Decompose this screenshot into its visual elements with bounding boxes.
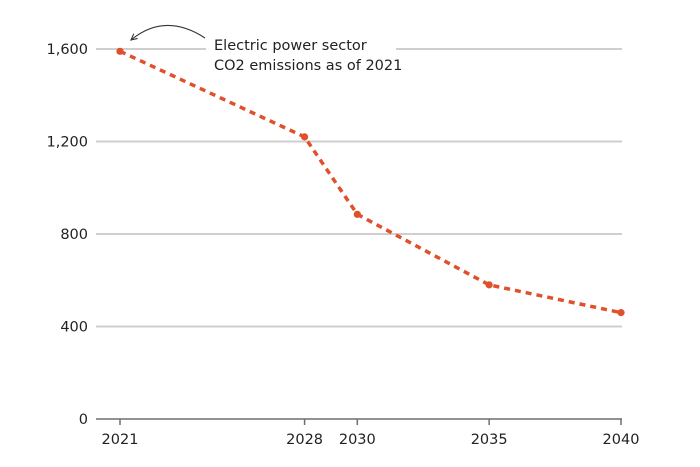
- series-emissions: [116, 47, 625, 317]
- data-point: [353, 210, 361, 218]
- annotation-arrow: [131, 24, 206, 40]
- x-tick-label: 2030: [339, 432, 376, 448]
- y-tick-label: 0: [79, 412, 88, 428]
- data-point: [300, 133, 309, 141]
- series-line: [119, 49, 622, 315]
- x-axis: [96, 418, 622, 425]
- annotation-line-1: Electric power sector: [214, 38, 367, 54]
- x-axis-labels: 2021 2028 2030 2035 2040: [102, 432, 640, 448]
- y-tick-label: 1,600: [46, 42, 88, 58]
- annotation: Electric power sector CO2 emissions as o…: [131, 24, 402, 76]
- x-tick-label: 2028: [286, 432, 323, 448]
- y-axis-labels: 0 400 800 1,200 1,600: [46, 42, 88, 428]
- data-point: [485, 281, 493, 289]
- data-point: [116, 47, 124, 55]
- y-tick-label: 400: [60, 320, 88, 336]
- y-tick-label: 1,200: [46, 135, 88, 151]
- x-tick-label: 2021: [102, 432, 139, 448]
- annotation-line-2: CO2 emissions as of 2021: [214, 58, 402, 74]
- data-point: [617, 309, 625, 317]
- gridlines: [96, 48, 622, 328]
- x-tick-label: 2040: [603, 432, 640, 448]
- x-tick-label: 2035: [471, 432, 508, 448]
- y-tick-label: 800: [60, 227, 88, 243]
- annotation-background: [206, 28, 396, 76]
